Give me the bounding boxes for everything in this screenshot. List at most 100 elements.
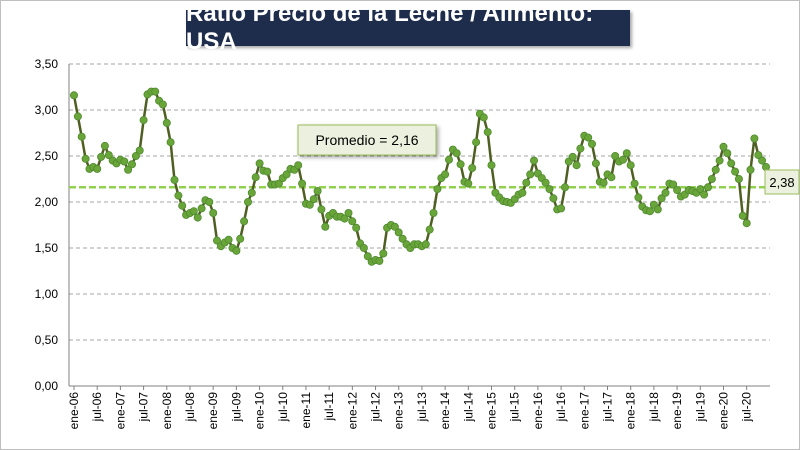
data-point <box>390 222 399 231</box>
y-tick-label: 3,00 <box>35 103 59 117</box>
data-point <box>178 201 187 210</box>
chart-title-text: Ratio Precio de la Leche / Alimento: USA <box>186 0 594 55</box>
data-point <box>104 151 113 160</box>
x-tick-label: ene-12 <box>345 392 359 430</box>
data-point <box>746 165 755 174</box>
data-point <box>727 159 736 168</box>
data-point <box>634 193 643 202</box>
data-point <box>731 167 740 176</box>
x-tick-label: jul-11 <box>322 392 336 422</box>
data-point <box>526 170 535 179</box>
data-point <box>707 174 716 183</box>
data-point <box>255 159 264 168</box>
x-tick-label: jul-13 <box>415 392 429 423</box>
data-point <box>433 185 442 194</box>
data-point <box>622 149 631 158</box>
data-point <box>487 161 496 170</box>
x-tick-label: jul-15 <box>508 392 522 423</box>
data-point <box>174 191 183 200</box>
data-point <box>673 185 682 194</box>
average-annotation-box <box>297 124 437 156</box>
data-point <box>715 156 724 165</box>
data-point <box>189 207 198 216</box>
data-point <box>452 149 461 158</box>
x-tick-label: jul-14 <box>461 392 475 423</box>
x-tick-label: ene-16 <box>531 392 545 430</box>
x-tick-label: jul-07 <box>137 392 151 423</box>
data-point <box>93 164 102 173</box>
x-tick-label: ene-06 <box>67 392 81 430</box>
data-point <box>429 208 438 217</box>
data-point <box>139 116 148 125</box>
data-point <box>425 225 434 234</box>
data-point <box>750 134 759 143</box>
data-point <box>468 163 477 172</box>
y-tick-label: 3,50 <box>35 57 59 71</box>
data-point <box>344 208 353 217</box>
data-point <box>363 252 372 261</box>
data-point <box>661 188 670 197</box>
data-point <box>421 240 430 249</box>
x-tick-label: jul-20 <box>740 392 754 423</box>
data-point <box>653 205 662 214</box>
data-point <box>131 151 140 160</box>
x-tick-label: ene-08 <box>160 392 174 430</box>
data-point <box>170 175 179 184</box>
data-point <box>243 197 252 206</box>
series-line <box>72 90 768 264</box>
data-point <box>518 188 527 197</box>
data-point <box>607 173 616 182</box>
data-point <box>584 133 593 142</box>
data-point <box>619 155 628 164</box>
axes <box>68 64 770 390</box>
x-tick-label: ene-15 <box>485 392 499 430</box>
data-point <box>754 151 763 160</box>
grid-lines <box>69 63 770 341</box>
data-point <box>209 208 218 217</box>
data-point <box>700 190 709 199</box>
x-tick-label: jul-12 <box>369 392 383 423</box>
data-point <box>738 211 747 220</box>
last-value-box <box>764 169 800 195</box>
data-point <box>127 160 136 169</box>
data-point <box>97 152 106 161</box>
data-point <box>464 179 473 188</box>
data-point <box>572 161 581 170</box>
data-point <box>669 180 678 189</box>
data-point <box>317 205 326 214</box>
data-point <box>549 194 558 203</box>
data-point <box>696 185 705 194</box>
x-tick-label: jul-10 <box>276 392 290 423</box>
data-point <box>232 246 241 255</box>
x-tick-label: ene-10 <box>253 392 267 430</box>
data-point <box>568 152 577 161</box>
data-point <box>541 178 550 187</box>
y-tick-label: 0,50 <box>35 333 59 347</box>
data-point <box>530 156 539 165</box>
data-point <box>224 235 233 244</box>
y-tick-label: 2,50 <box>35 149 59 163</box>
y-tick-label: 2,00 <box>35 195 59 209</box>
data-point <box>81 154 90 163</box>
data-point <box>375 256 384 265</box>
data-point <box>646 207 655 216</box>
data-point <box>561 183 570 192</box>
data-point <box>704 183 713 192</box>
data-point <box>557 204 566 213</box>
data-point <box>734 174 743 183</box>
x-tick-label: jul-19 <box>693 392 707 423</box>
data-point <box>282 170 291 179</box>
data-point <box>124 165 133 174</box>
data-point <box>398 234 407 243</box>
data-point <box>158 100 167 109</box>
average-annotation-text: Promedio = 2,16 <box>315 132 418 148</box>
data-point <box>472 138 481 147</box>
data-point <box>162 118 171 127</box>
data-point <box>212 236 221 245</box>
data-point <box>588 139 597 148</box>
last-value-text: 2,38 <box>769 175 794 190</box>
x-tick-label: ene-20 <box>716 392 730 430</box>
average-annotation: Promedio = 2,16 <box>297 124 437 156</box>
